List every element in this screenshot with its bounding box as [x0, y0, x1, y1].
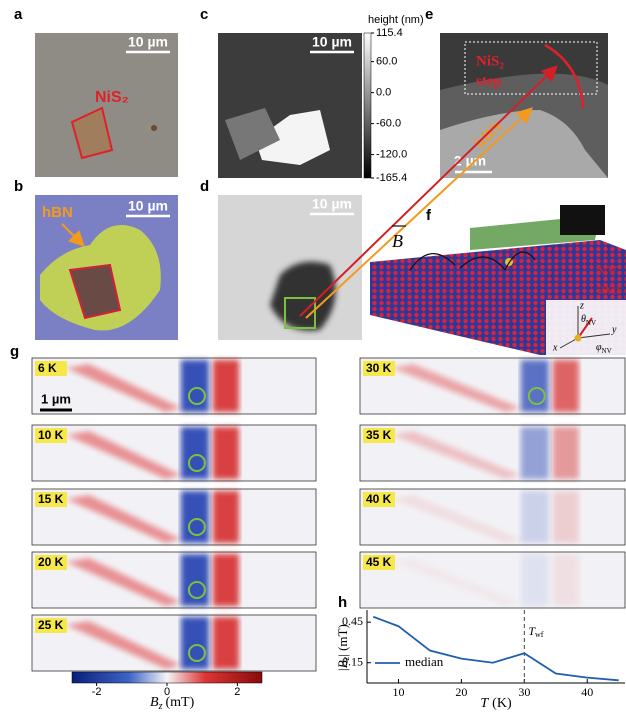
- unit: (mT): [165, 695, 194, 710]
- colorbar: [72, 672, 262, 683]
- x-tick-label: 10: [392, 685, 404, 699]
- panel-label: c: [200, 6, 208, 23]
- x-tick-label: 40: [581, 685, 593, 699]
- temperature-label: 25 K: [38, 618, 64, 632]
- temperature-label: 6 K: [38, 361, 57, 375]
- temperature-label: 40 K: [366, 492, 392, 506]
- field-map: 45 K: [360, 552, 625, 608]
- panel-label: b: [14, 178, 23, 195]
- colorbar: [364, 33, 371, 178]
- subscript: z: [158, 701, 163, 712]
- field-map: 15 K: [32, 489, 316, 545]
- panel-label: f: [426, 207, 432, 224]
- x-tick-label: 30: [518, 685, 530, 699]
- x-axis-label: T(K): [480, 696, 512, 711]
- scale-bar-label: 10 µm: [312, 34, 352, 50]
- red-band: [553, 554, 579, 606]
- axis-label: x: [552, 342, 558, 353]
- field-map: 6 K: [32, 358, 316, 414]
- colorbar-ticks: 115.4 60.0 0.0 -60.0 -120.0 -165.4: [371, 27, 407, 184]
- x-tick-label: 20: [455, 685, 467, 699]
- colorbar-tick-label: 2: [234, 686, 240, 698]
- temperature-label: 20 K: [38, 555, 64, 569]
- field-label: B: [392, 231, 403, 251]
- annotation: Twf: [528, 624, 543, 639]
- red-band: [553, 360, 579, 412]
- feature-label: step: [476, 73, 502, 89]
- scale-bar-label: 10 µm: [312, 196, 352, 212]
- figure: a b c d e f g h 10 µm NiS₂ 10 µm hBN 10 …: [0, 0, 626, 714]
- material-label: hBN: [42, 204, 73, 221]
- colorbar-tick-label: -120.0: [376, 148, 407, 160]
- colorbar-tick-label: -60.0: [376, 117, 401, 129]
- panel-label: a: [14, 6, 23, 23]
- cantilever: [560, 205, 605, 235]
- panel-label: d: [200, 178, 209, 195]
- field-map: 30 K: [360, 358, 625, 414]
- red-band: [213, 491, 239, 543]
- field-map: 10 K: [32, 425, 316, 481]
- red-band: [213, 360, 239, 412]
- temperature-label: 45 K: [366, 555, 392, 569]
- colorbar-tick-label: 115.4: [376, 27, 403, 39]
- colorbar-tick-label: -165.4: [376, 172, 407, 184]
- blue-band: [521, 427, 549, 479]
- subscript: NV: [586, 319, 596, 327]
- field-maps: 6 K 10 K 15 K 20 K 25 K 30 K 35 K 40 K 45 K: [32, 358, 625, 671]
- colorbar-title: height (nm): [368, 14, 424, 26]
- symbol: T: [480, 696, 489, 711]
- red-band: [213, 617, 239, 669]
- material-label: NiS₂: [476, 53, 504, 69]
- temperature-label: 35 K: [366, 428, 392, 442]
- field-map: 20 K: [32, 552, 316, 608]
- nv-axis-label: NV: [596, 263, 618, 279]
- panel-label: h: [338, 594, 347, 611]
- unit: (K): [492, 696, 512, 711]
- colorbar-tick-label: 60.0: [376, 56, 397, 68]
- colorbar-label: Bz(mT): [150, 695, 195, 712]
- red-band: [553, 427, 579, 479]
- series-line: [373, 617, 618, 681]
- panel-label: g: [10, 343, 19, 360]
- panel-label: e: [425, 6, 433, 23]
- red-band: [213, 427, 239, 479]
- colorbar-tick-label: -2: [92, 686, 102, 698]
- axis-label: z: [579, 300, 584, 311]
- scale-bar-label: 10 µm: [128, 198, 168, 214]
- scale-bar-label: 10 µm: [128, 34, 168, 50]
- blue-band: [521, 491, 549, 543]
- y-axis-label: |Bz| (mT): [335, 624, 351, 672]
- subscript: wf: [535, 630, 544, 639]
- axis-label: y: [611, 324, 617, 335]
- field-map: 40 K: [360, 489, 625, 545]
- label-part: |B: [335, 660, 350, 672]
- nv-axis-label: axis: [598, 281, 622, 297]
- particle: [151, 125, 157, 131]
- scale-bar-label: 1 µm: [41, 391, 71, 406]
- temperature-label: 10 K: [38, 428, 64, 442]
- material-label: NiS₂: [95, 89, 129, 106]
- temperature-label: 30 K: [366, 361, 392, 375]
- red-band: [213, 554, 239, 606]
- origin: [575, 335, 582, 342]
- label-part: | (mT): [335, 624, 350, 657]
- blue-band: [521, 554, 549, 606]
- colorbar-tick-label: 0.0: [376, 86, 391, 98]
- field-map: 35 K: [360, 425, 625, 481]
- legend-label: median: [405, 654, 444, 669]
- red-band: [553, 491, 579, 543]
- subscript: NV: [602, 347, 612, 355]
- temperature-label: 15 K: [38, 492, 64, 506]
- page: { "panel_labels": ["a", "b", "c", "d", "…: [0, 0, 626, 714]
- field-map: 25 K: [32, 615, 316, 671]
